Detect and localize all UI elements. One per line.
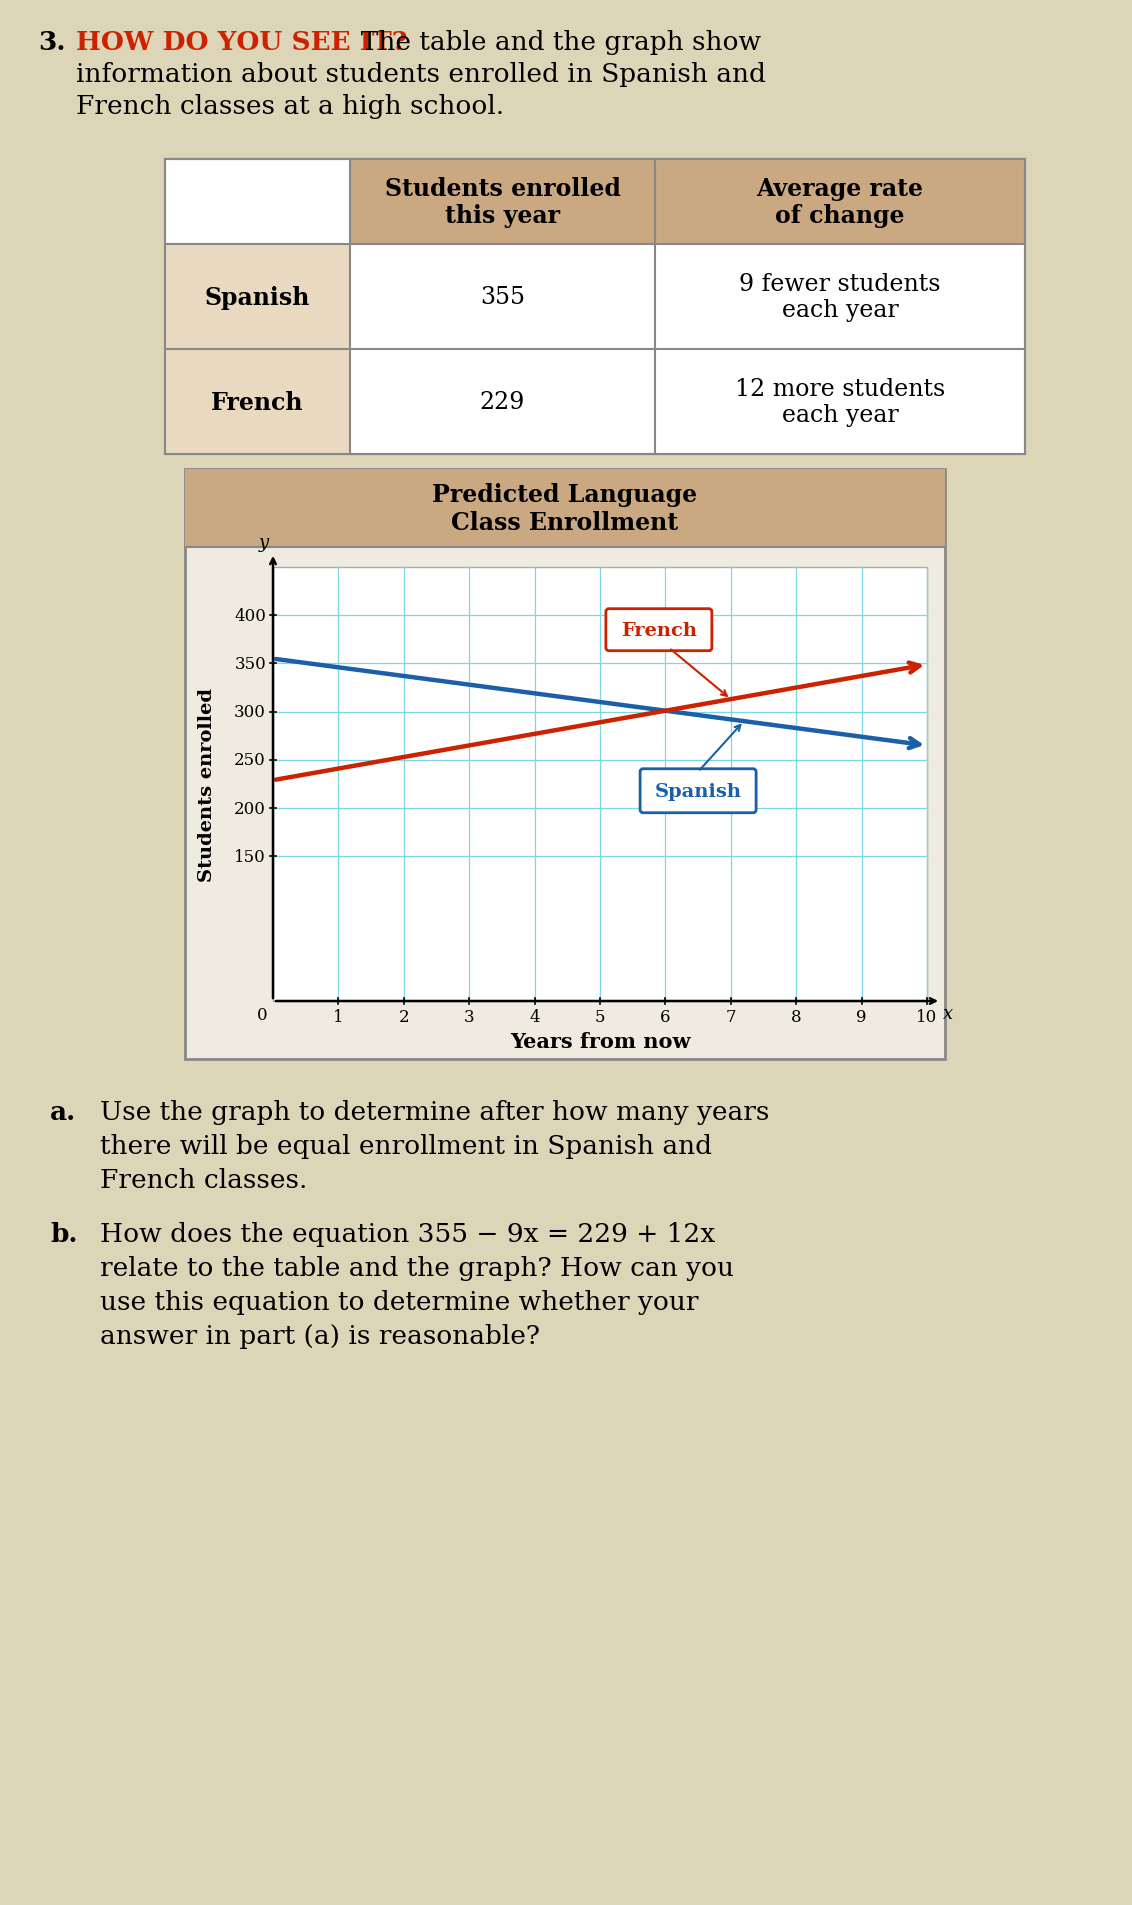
Text: 229: 229 (480, 391, 525, 413)
Text: 1: 1 (333, 1008, 344, 1025)
Text: Students enrolled
this year: Students enrolled this year (385, 177, 620, 229)
Bar (185, 471, 945, 1059)
Text: relate to the table and the graph? How can you: relate to the table and the graph? How c… (100, 1255, 734, 1280)
Text: French: French (620, 621, 697, 640)
Text: French classes.: French classes. (100, 1168, 308, 1193)
Text: Spanish: Spanish (205, 286, 310, 309)
Bar (655, 160, 1024, 246)
Text: y: y (259, 533, 269, 552)
Text: answer in part (a) is reasonable?: answer in part (a) is reasonable? (100, 1324, 540, 1349)
Text: Predicted Language
Class Enrollment: Predicted Language Class Enrollment (432, 482, 697, 535)
Bar (165, 160, 1024, 455)
Text: Average rate
of change: Average rate of change (756, 177, 924, 229)
Text: 3.: 3. (38, 30, 66, 55)
Text: 7: 7 (726, 1008, 736, 1025)
Bar (165, 246, 350, 351)
Text: 250: 250 (234, 752, 266, 770)
Text: HOW DO YOU SEE IT?: HOW DO YOU SEE IT? (76, 30, 408, 55)
Bar (273, 568, 927, 1002)
Text: 3: 3 (464, 1008, 474, 1025)
Text: use this equation to determine whether your: use this equation to determine whether y… (100, 1290, 698, 1314)
Text: The table and the graph show: The table and the graph show (344, 30, 761, 55)
Text: 2: 2 (398, 1008, 409, 1025)
Text: 6: 6 (660, 1008, 670, 1025)
Text: How does the equation 355 − 9x = 229 + 12x: How does the equation 355 − 9x = 229 + 1… (100, 1221, 715, 1246)
Bar (165, 351, 350, 455)
Text: there will be equal enrollment in Spanish and: there will be equal enrollment in Spanis… (100, 1133, 712, 1158)
Text: b.: b. (50, 1221, 77, 1246)
Text: 300: 300 (234, 703, 266, 720)
Text: 150: 150 (234, 848, 266, 865)
Text: 5: 5 (594, 1008, 606, 1025)
Text: 9: 9 (856, 1008, 867, 1025)
Text: 12 more students
each year: 12 more students each year (735, 377, 945, 427)
Text: French classes at a high school.: French classes at a high school. (76, 93, 504, 118)
Text: information about students enrolled in Spanish and: information about students enrolled in S… (76, 63, 766, 88)
Text: 355: 355 (480, 286, 525, 309)
Text: x: x (943, 1004, 953, 1023)
FancyBboxPatch shape (606, 610, 712, 652)
Text: Use the graph to determine after how many years: Use the graph to determine after how man… (100, 1099, 770, 1124)
Text: a.: a. (50, 1099, 76, 1124)
Text: 10: 10 (917, 1008, 937, 1025)
Text: Students enrolled: Students enrolled (198, 688, 216, 882)
Text: 0: 0 (257, 1006, 268, 1023)
Text: Spanish: Spanish (654, 783, 741, 800)
Text: 4: 4 (530, 1008, 540, 1025)
Text: Years from now: Years from now (509, 1031, 691, 1052)
Bar (185, 471, 945, 549)
Bar (350, 160, 655, 246)
Text: 400: 400 (234, 608, 266, 625)
Text: 9 fewer students
each year: 9 fewer students each year (739, 272, 941, 322)
FancyBboxPatch shape (640, 770, 756, 813)
Text: French: French (212, 391, 303, 413)
Text: 200: 200 (234, 800, 266, 817)
Text: 8: 8 (791, 1008, 801, 1025)
Text: 350: 350 (234, 655, 266, 672)
